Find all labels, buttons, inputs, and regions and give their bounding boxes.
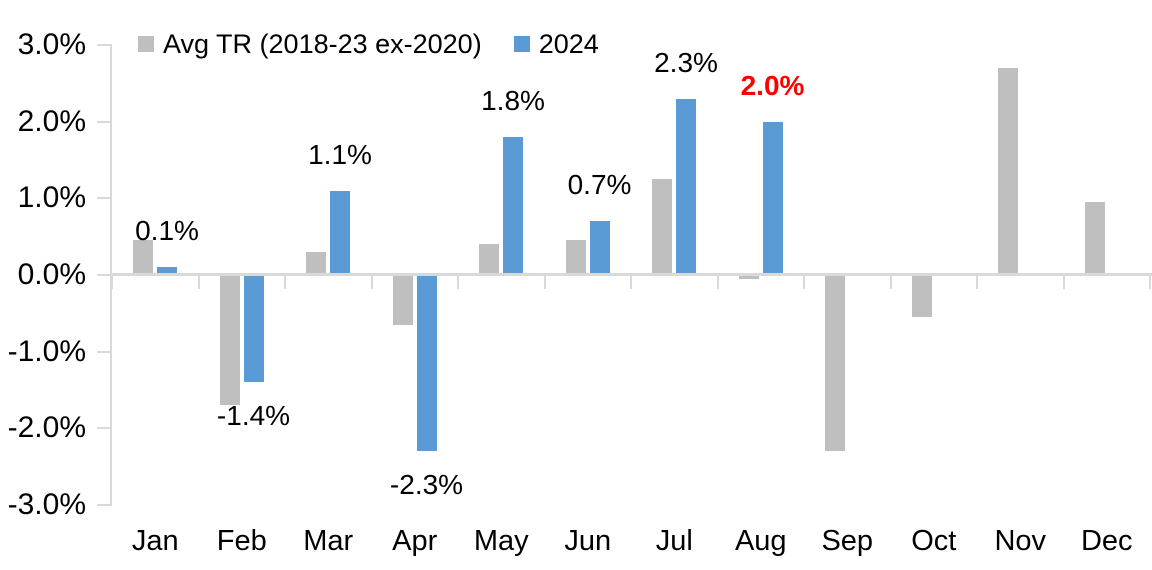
data-label-may: 1.8% [481, 84, 545, 116]
x-axis-tick [803, 276, 805, 289]
bar-2024-aug [762, 121, 783, 275]
x-axis-tick [1149, 276, 1151, 289]
x-axis-tick [976, 276, 978, 289]
legend-label-2024: 2024 [538, 28, 599, 59]
legend-label-avg-tr: Avg TR (2018-23 ex-2020) [163, 28, 482, 59]
y-axis-tick [97, 43, 110, 46]
data-label-jan: 0.1% [135, 215, 199, 247]
y-axis-tick [97, 120, 110, 123]
bar-2024-jul [676, 98, 696, 275]
x-axis-label-may: May [473, 525, 529, 557]
x-axis-label-dec: Dec [1080, 525, 1133, 557]
y-axis-label: -2.0% [7, 411, 86, 445]
bar-2024-jun [589, 221, 610, 275]
x-axis-label-apr: Apr [392, 525, 438, 557]
x-axis-label-oct: Oct [911, 525, 957, 557]
legend: Avg TR (2018-23 ex-2020) 2024 [138, 28, 599, 60]
bar-avg-dec [1084, 202, 1105, 275]
x-axis-tick [370, 276, 373, 289]
x-axis-label-sep: Sep [821, 525, 874, 557]
x-axis-label-aug: Aug [734, 525, 787, 557]
bar-2024-apr [416, 275, 437, 452]
data-label-feb: -1.4% [216, 400, 291, 432]
data-label-jul: 2.3% [654, 46, 718, 78]
bar-avg-sep [825, 275, 845, 452]
y-axis-tick [97, 350, 110, 353]
x-axis-tick [630, 276, 632, 289]
bar-avg-apr [392, 275, 413, 325]
y-axis-label: 0.0% [17, 258, 86, 291]
x-axis-tick [111, 276, 113, 289]
bar-2024-mar [330, 190, 350, 275]
bar-avg-nov [998, 67, 1018, 275]
y-axis-tick [97, 197, 110, 200]
legend-swatch-2024 [513, 36, 530, 52]
y-axis-label: -1.0% [7, 334, 86, 368]
x-axis-tick [889, 276, 892, 289]
x-axis-label-mar: Mar [303, 525, 354, 557]
legend-swatch-avg-tr [138, 36, 154, 52]
y-axis-tick [97, 274, 110, 276]
bar-2024-may [503, 136, 523, 275]
data-label-jun: 0.7% [567, 169, 632, 201]
bar-avg-jan [133, 240, 153, 275]
x-axis-label-feb: Feb [216, 525, 267, 557]
bar-avg-oct [911, 275, 932, 318]
x-axis-tick [284, 276, 286, 289]
bar-avg-jun [565, 240, 586, 275]
y-axis-tick [97, 427, 110, 430]
bar-avg-jul [652, 179, 672, 275]
bar-avg-may [479, 244, 499, 275]
x-axis-label-jun: Jun [564, 525, 612, 557]
bar-2024-feb [243, 275, 264, 383]
x-axis-label-jul: Jul [655, 525, 693, 557]
x-axis-tick [457, 276, 459, 289]
x-axis-label-jan: Jan [131, 525, 179, 557]
bar-2024-jan [157, 267, 177, 275]
x-axis-label-nov: Nov [994, 525, 1047, 557]
data-label-mar: 1.1% [308, 138, 372, 170]
zero-axis-line [110, 273, 1152, 276]
x-axis-tick [1062, 276, 1065, 289]
bar-avg-feb [219, 275, 240, 406]
bar-avg-aug [738, 275, 759, 279]
x-axis-tick [543, 276, 546, 289]
y-axis-label: 2.0% [17, 104, 86, 138]
data-label-apr: -2.3% [389, 469, 464, 501]
y-axis-label: 3.0% [17, 27, 86, 61]
y-axis-tick [97, 504, 110, 506]
x-axis-tick [197, 276, 200, 289]
y-axis-label: -3.0% [7, 488, 86, 521]
y-axis-label: 1.0% [17, 181, 86, 215]
x-axis-tick [716, 276, 719, 289]
bar-avg-mar [306, 251, 326, 275]
data-label-aug: 2.0% [740, 69, 805, 101]
